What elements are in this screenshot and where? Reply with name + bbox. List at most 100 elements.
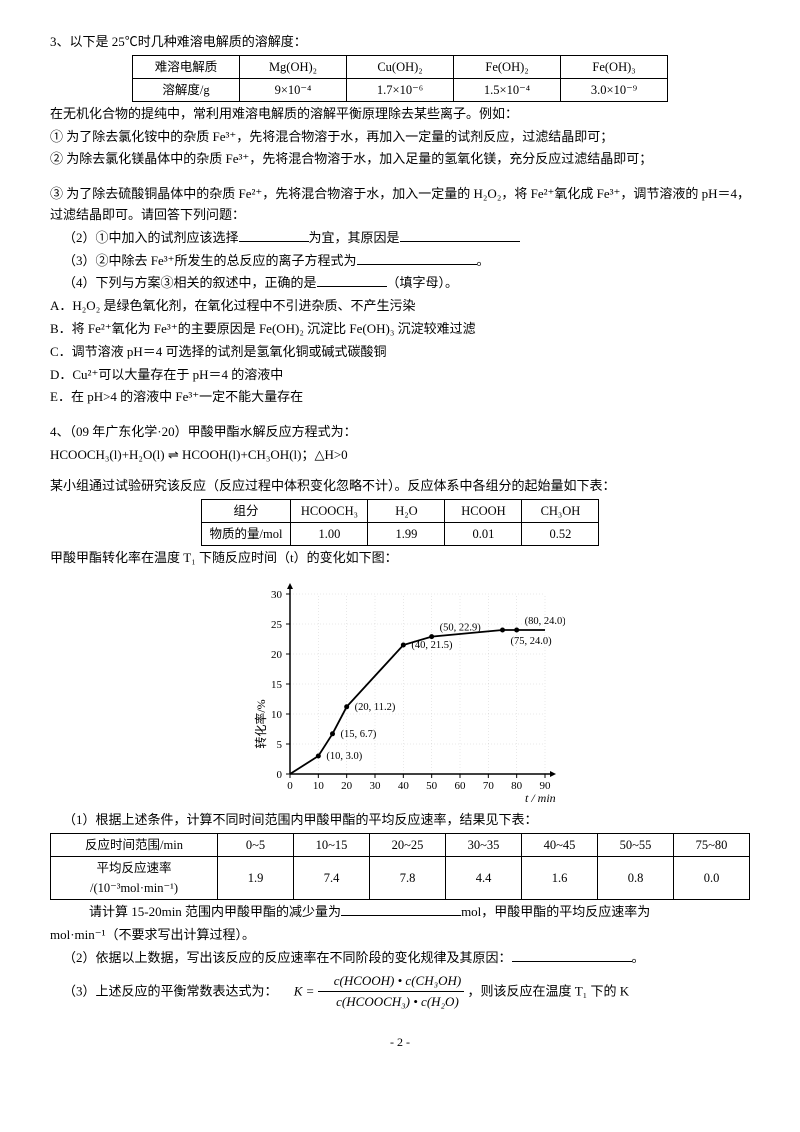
- blank: [317, 273, 387, 287]
- q4-sub3: （3）上述反应的平衡常数表达式为： K = c(HCOOH) • c(CH₃OH…: [50, 971, 750, 1014]
- blank: [357, 251, 477, 265]
- svg-text:20: 20: [271, 649, 283, 661]
- spacer: [50, 172, 750, 182]
- svg-text:(40, 21.5): (40, 21.5): [411, 640, 453, 651]
- q3-optE: E．在 pH>4 的溶液中 Fe³⁺一定不能大量存在: [50, 387, 750, 408]
- cell: 1.6: [522, 857, 598, 900]
- q4-sub1: （1）根据上述条件，计算不同时间范围内甲酸甲酯的平均反应速率，结果见下表：: [50, 810, 750, 831]
- q4-rate-table: 反应时间范围/min 0~5 10~15 20~25 30~35 40~45 5…: [50, 833, 750, 900]
- text: （2）①中加入的试剂应该选择: [63, 230, 239, 245]
- page-number: - 2 -: [50, 1033, 750, 1052]
- q3-p4: ③ 为了除去硫酸铜晶体中的杂质 Fe²⁺，先将混合物溶于水，加入一定量的 H₂O…: [50, 184, 750, 226]
- svg-text:20: 20: [341, 780, 353, 792]
- denominator: c(HCOOCH₃) • c(H₂O): [318, 992, 465, 1013]
- q4-p2: 甲酸甲酯转化率在温度 T₁ 下随反应时间（t）的变化如下图：: [50, 548, 750, 569]
- cell: 0.0: [674, 857, 750, 900]
- cell: 难溶电解质: [133, 55, 240, 78]
- text: 请计算 15-20min 范围内甲酸甲酯的减少量为: [89, 904, 341, 919]
- cell: 组分: [201, 499, 291, 522]
- cell: 3.0×10⁻⁹: [561, 78, 668, 101]
- blank: [341, 902, 461, 916]
- cell: 30~35: [446, 834, 522, 857]
- q4-p1: 某小组通过试验研究该反应（反应过程中体积变化忽略不计）。反应体系中各组分的起始量…: [50, 476, 750, 497]
- q4-sub2: （2）依据以上数据，写出该反应的反应速率在不同阶段的变化规律及其原因：。: [50, 948, 750, 969]
- cell: Mg(OH)₂: [240, 55, 347, 78]
- cell: 0~5: [218, 834, 294, 857]
- q4-sub1-tail2: mol·min⁻¹（不要求写出计算过程）。: [50, 925, 750, 946]
- spacer: [50, 410, 750, 420]
- q3-optB: B．将 Fe²⁺氧化为 Fe³⁺的主要原因是 Fe(OH)₂ 沉淀比 Fe(OH…: [50, 319, 750, 340]
- cell: 0.01: [445, 522, 522, 545]
- cell: 4.4: [446, 857, 522, 900]
- text: （4）下列与方案③相关的叙述中，正确的是: [63, 275, 317, 290]
- cell: 平均反应速率 /(10⁻³mol·min⁻¹): [51, 857, 218, 900]
- cell: Fe(OH)₂: [454, 55, 561, 78]
- cell: 1.9: [218, 857, 294, 900]
- numerator: c(HCOOH) • c(CH₃OH): [318, 971, 465, 993]
- cell: 7.8: [370, 857, 446, 900]
- text: mol，甲酸甲酯的平均反应速率为: [461, 904, 650, 919]
- svg-text:80: 80: [511, 780, 522, 792]
- text: （填字母）。: [387, 275, 459, 290]
- text: （2）依据以上数据，写出该反应的反应速率在不同阶段的变化规律及其原因：: [63, 950, 512, 965]
- svg-text:转化率/%: 转化率/%: [253, 700, 268, 749]
- cell: H₂O: [368, 499, 445, 522]
- q3-p2: ① 为了除去氯化铵中的杂质 Fe³⁺，先将混合物溶于水，再加入一定量的试剂反应，…: [50, 127, 750, 148]
- blank: [400, 228, 520, 242]
- svg-text:60: 60: [455, 780, 467, 792]
- svg-text:(20, 11.2): (20, 11.2): [355, 702, 396, 713]
- svg-text:0: 0: [287, 780, 293, 792]
- spacer: [50, 468, 750, 474]
- svg-text:5: 5: [277, 739, 283, 751]
- cell: 50~55: [598, 834, 674, 857]
- equilibrium-formula: K = c(HCOOH) • c(CH₃OH) c(HCOOCH₃) • c(H…: [281, 971, 464, 1014]
- cell: 反应时间范围/min: [51, 834, 218, 857]
- cell: 1.00: [291, 522, 368, 545]
- blank: [239, 228, 309, 242]
- svg-text:50: 50: [426, 780, 438, 792]
- cell: 7.4: [294, 857, 370, 900]
- q3-sub3: （3）②中除去 Fe³⁺所发生的总反应的离子方程式为。: [50, 251, 750, 272]
- svg-text:(50, 22.9): (50, 22.9): [440, 623, 482, 634]
- q3-sub2: （2）①中加入的试剂应该选择为宜，其原因是: [50, 228, 750, 249]
- svg-text:(80, 24.0): (80, 24.0): [525, 616, 565, 627]
- q3-p1: 在无机化合物的提纯中，常利用难溶电解质的溶解平衡原理除去某些离子。例如：: [50, 104, 750, 125]
- q3-intro: 3、以下是 25℃时几种难溶电解质的溶解度：: [50, 32, 750, 53]
- svg-text:10: 10: [313, 780, 325, 792]
- svg-text:t / min: t / min: [525, 791, 556, 804]
- cell: 9×10⁻⁴: [240, 78, 347, 101]
- q4-eqn: HCOOCH₃(l)+H₂O(l) ⇌ HCOOH(l)+CH₃OH(l)；△H…: [50, 445, 750, 466]
- text: （3）②中除去 Fe³⁺所发生的总反应的离子方程式为: [63, 253, 357, 268]
- q3-solubility-table: 难溶电解质 Mg(OH)₂ Cu(OH)₂ Fe(OH)₂ Fe(OH)₃ 溶解…: [132, 55, 668, 102]
- cell: 1.5×10⁻⁴: [454, 78, 561, 101]
- conversion-chart: 0102030405060708090051015202530t / min转化…: [235, 574, 565, 804]
- svg-text:(75, 24.0): (75, 24.0): [511, 636, 553, 647]
- cell: HCOOH: [445, 499, 522, 522]
- svg-text:10: 10: [271, 709, 283, 721]
- q4-chart: 0102030405060708090051015202530t / min转化…: [50, 574, 750, 804]
- cell: 20~25: [370, 834, 446, 857]
- cell: Cu(OH)₂: [347, 55, 454, 78]
- q4-title: 4、（09 年广东化学·20）甲酸甲酯水解反应方程式为：: [50, 422, 750, 443]
- svg-text:70: 70: [483, 780, 495, 792]
- text: ，则该反应在温度 T₁ 下的 K: [467, 983, 629, 998]
- svg-text:40: 40: [398, 780, 410, 792]
- q3-optC: C．调节溶液 pH＝4 可选择的试剂是氢氧化铜或碱式碳酸铜: [50, 342, 750, 363]
- cell: 1.7×10⁻⁶: [347, 78, 454, 101]
- cell: 1.99: [368, 522, 445, 545]
- cell: 溶解度/g: [133, 78, 240, 101]
- svg-text:30: 30: [271, 589, 283, 601]
- q3-optD: D．Cu²⁺可以大量存在于 pH＝4 的溶液中: [50, 365, 750, 386]
- cell: 40~45: [522, 834, 598, 857]
- cell: 75~80: [674, 834, 750, 857]
- text: （3）上述反应的平衡常数表达式为：: [63, 983, 278, 998]
- cell: 物质的量/mol: [201, 522, 291, 545]
- svg-text:15: 15: [271, 679, 283, 691]
- svg-text:(10, 3.0): (10, 3.0): [326, 751, 362, 762]
- q3-sub4: （4）下列与方案③相关的叙述中，正确的是 （填字母）。: [50, 273, 750, 294]
- svg-text:(15, 6.7): (15, 6.7): [341, 729, 377, 740]
- q3-p3: ② 为除去氯化镁晶体中的杂质 Fe³⁺，先将混合物溶于水，加入足量的氢氧化镁，充…: [50, 149, 750, 170]
- q3-optA: A．H₂O₂ 是绿色氧化剂，在氧化过程中不引进杂质、不产生污染: [50, 296, 750, 317]
- cell: Fe(OH)₃: [561, 55, 668, 78]
- cell: CH₃OH: [522, 499, 599, 522]
